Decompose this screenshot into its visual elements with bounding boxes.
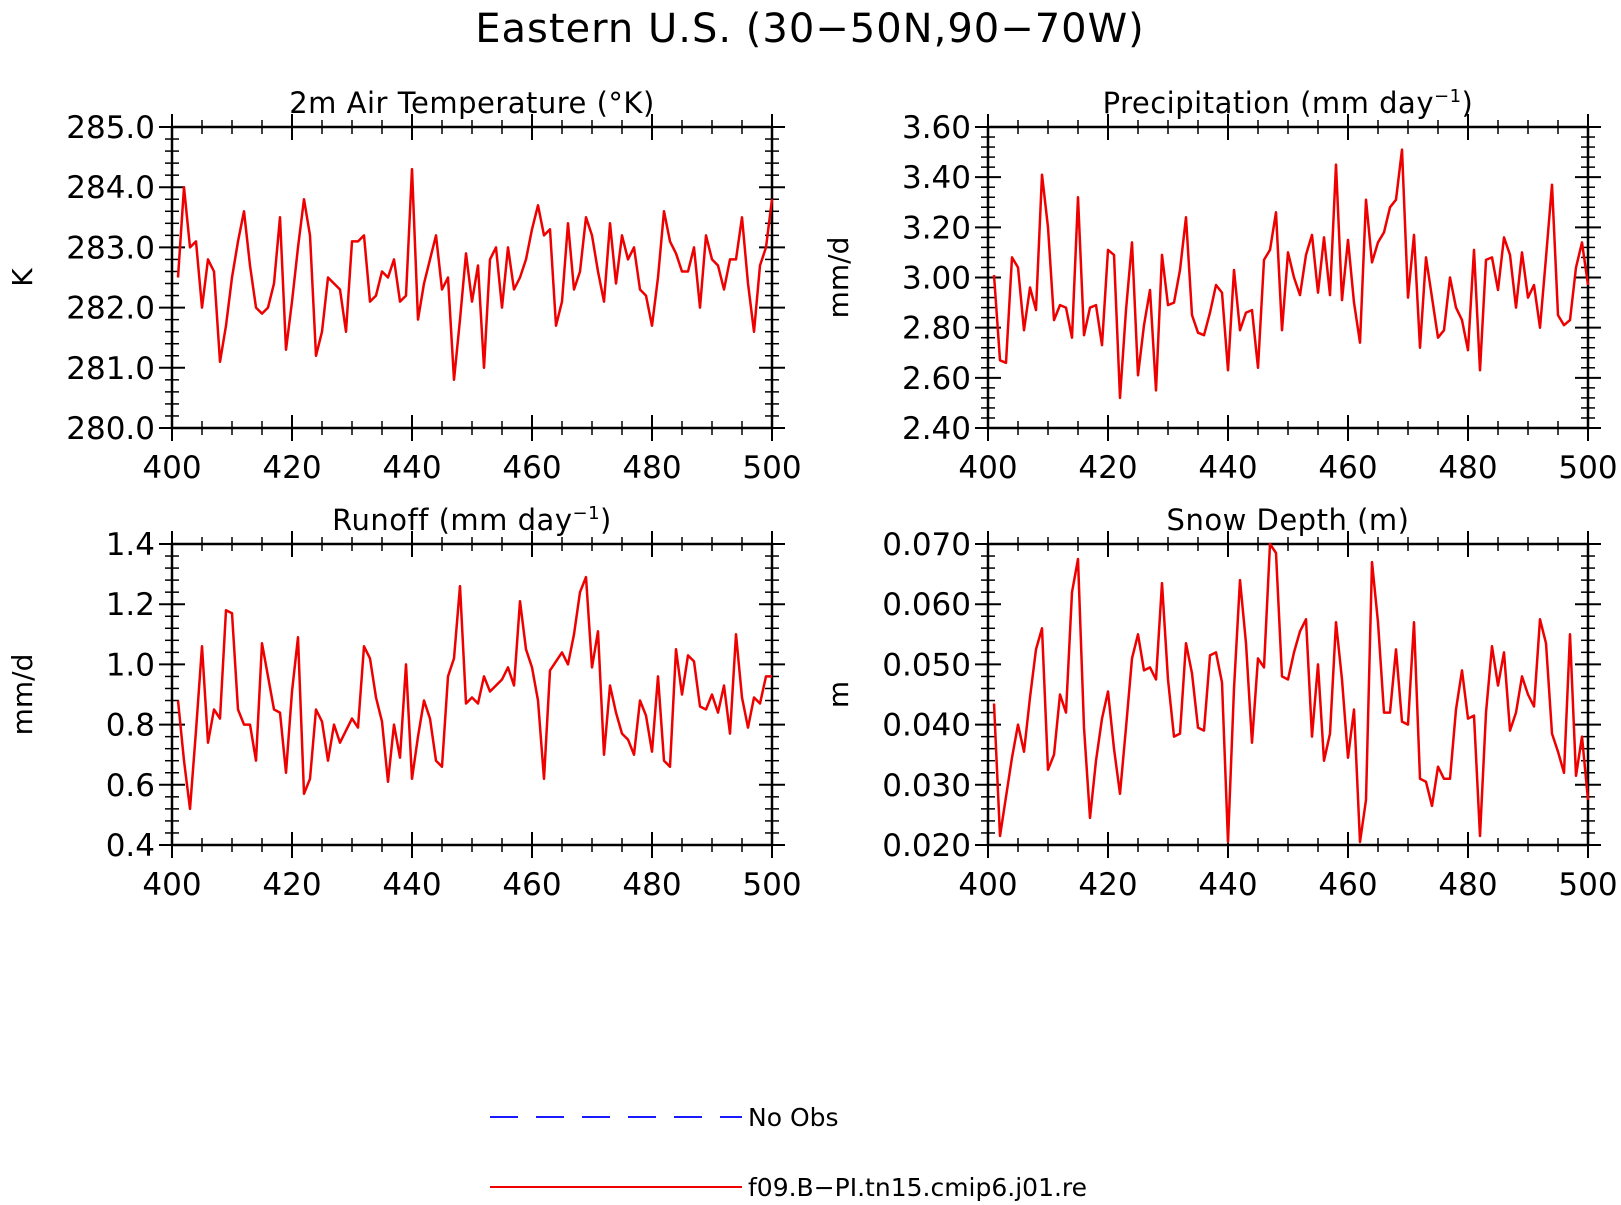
precipitation-y-tick-label: 2.60 <box>902 361 971 397</box>
air-temperature-plot-frame <box>170 125 774 430</box>
snow-depth-x-tick-label: 440 <box>1198 867 1257 903</box>
air-temperature-y-tick-label: 282.0 <box>66 291 155 327</box>
runoff-x-tick-label: 400 <box>142 867 201 903</box>
precipitation-x-tick-label: 440 <box>1198 450 1257 486</box>
precipitation-panel-title: Precipitation (mm day−1) <box>1103 86 1474 120</box>
air-temperature-x-tick-label: 440 <box>382 450 441 486</box>
runoff-panel-title: Runoff (mm day−1) <box>332 503 612 537</box>
air-temperature-x-tick-label: 420 <box>262 450 321 486</box>
snow-depth-series-line-0 <box>992 542 1590 844</box>
precipitation-x-tick-label: 500 <box>1558 450 1617 486</box>
precipitation-plot-frame <box>986 125 1590 430</box>
runoff-y-tick-label: 0.4 <box>106 828 155 864</box>
precipitation-series-line-0 <box>992 148 1590 400</box>
legend-label-model: f09.B−PI.tn15.cmip6.j01.re <box>748 1173 1087 1202</box>
snow-depth-y-tick-label: 0.060 <box>882 587 971 623</box>
snow-depth-y-tick-label: 0.020 <box>882 828 971 864</box>
runoff-panel-title-text: Runoff (mm day <box>332 503 572 537</box>
air-temperature-panel-title: 2m Air Temperature (°K) <box>289 86 655 120</box>
legend: No Obs f09.B−PI.tn15.cmip6.j01.re <box>490 1103 1087 1202</box>
air-temperature-y-tick-label: 281.0 <box>66 351 155 387</box>
runoff-y-tick-label: 0.6 <box>106 768 155 804</box>
precipitation-y-tick-label: 3.20 <box>902 210 971 246</box>
panel-snow-depth: Snow Depth (m) m 0.020 0.030 0.040 0.050 0.060… <box>822 503 1618 903</box>
legend-label-no-obs: No Obs <box>748 1103 839 1132</box>
precipitation-x-tick-label: 400 <box>958 450 1017 486</box>
snow-depth-x-tick-label: 460 <box>1318 867 1377 903</box>
precipitation-panel-title-end: ) <box>1462 86 1474 120</box>
panel-precipitation: Precipitation (mm day−1) mm/d 2.40 2.60 2.80… <box>822 86 1618 486</box>
snow-depth-x-tick-label: 480 <box>1438 867 1497 903</box>
air-temperature-x-tick-label: 500 <box>742 450 801 486</box>
runoff-panel-title-end: ) <box>600 503 612 537</box>
runoff-panel-title-superscript: −1 <box>572 503 600 524</box>
precipitation-x-tick-label: 420 <box>1078 450 1137 486</box>
snow-depth-y-tick-label: 0.070 <box>882 527 971 563</box>
air-temperature-y-tick-label: 285.0 <box>66 110 155 146</box>
air-temperature-x-tick-label: 460 <box>502 450 561 486</box>
precipitation-y-tick-label: 3.60 <box>902 110 971 146</box>
panel-runoff: Runoff (mm day−1) mm/d 0.4 0.6 0.8 1.0 1.2 1.4 4… <box>6 503 802 903</box>
snow-depth-y-axis-label: m <box>822 681 855 708</box>
snow-depth-x-tick-label: 400 <box>958 867 1017 903</box>
runoff-y-tick-label: 1.2 <box>106 587 155 623</box>
precipitation-y-axis-label: mm/d <box>822 237 855 319</box>
air-temperature-y-tick-label: 283.0 <box>66 230 155 266</box>
precipitation-panel-title-superscript: −1 <box>1434 86 1462 107</box>
runoff-y-axis-label: mm/d <box>6 654 39 736</box>
figure-title: Eastern U.S. (30−50N,90−70W) <box>475 6 1145 52</box>
air-temperature-y-tick-label: 280.0 <box>66 411 155 447</box>
runoff-series-line-0 <box>176 575 772 811</box>
snow-depth-y-tick-label: 0.050 <box>882 647 971 683</box>
runoff-y-tick-label: 1.4 <box>106 527 155 563</box>
precipitation-y-tick-label: 2.80 <box>902 311 971 347</box>
precipitation-x-tick-label: 480 <box>1438 450 1497 486</box>
air-temperature-x-tick-label: 400 <box>142 450 201 486</box>
air-temperature-x-tick-label: 480 <box>622 450 681 486</box>
precipitation-x-tick-label: 460 <box>1318 450 1377 486</box>
snow-depth-panel-title-text: Snow Depth (m) <box>1167 503 1410 537</box>
runoff-x-tick-label: 500 <box>742 867 801 903</box>
air-temperature-panel-title-text: 2m Air Temperature (°K) <box>289 86 655 120</box>
air-temperature-y-axis-label: K <box>6 268 39 287</box>
snow-depth-x-tick-label: 500 <box>1558 867 1617 903</box>
precipitation-y-tick-label: 3.00 <box>902 261 971 297</box>
runoff-x-tick-label: 420 <box>262 867 321 903</box>
snow-depth-panel-title: Snow Depth (m) <box>1167 503 1410 537</box>
precipitation-y-tick-label: 2.40 <box>902 411 971 447</box>
runoff-x-tick-label: 460 <box>502 867 561 903</box>
snow-depth-x-tick-label: 420 <box>1078 867 1137 903</box>
runoff-y-tick-label: 1.0 <box>106 647 155 683</box>
air-temperature-y-tick-label: 284.0 <box>66 170 155 206</box>
precipitation-panel-title-text: Precipitation (mm day <box>1103 86 1434 120</box>
air-temperature-series-line-0 <box>176 167 774 382</box>
runoff-x-tick-label: 440 <box>382 867 441 903</box>
precipitation-y-tick-label: 3.40 <box>902 160 971 196</box>
panel-air-temperature: 2m Air Temperature (°K) K 280.0 281.0 282.0 2… <box>6 86 802 486</box>
snow-depth-y-tick-label: 0.030 <box>882 768 971 804</box>
runoff-y-tick-label: 0.8 <box>106 708 155 744</box>
snow-depth-y-tick-label: 0.040 <box>882 708 971 744</box>
runoff-x-tick-label: 480 <box>622 867 681 903</box>
